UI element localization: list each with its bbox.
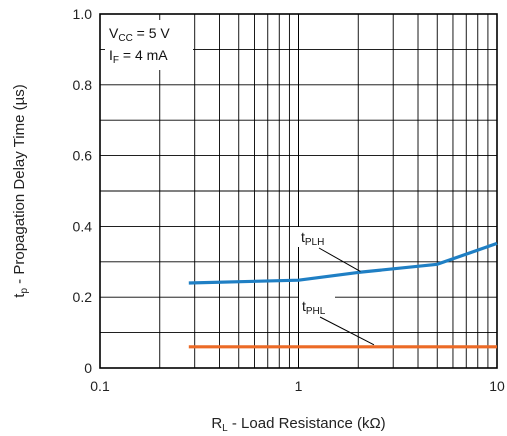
- y-axis-title: tp - Propagation Delay Time (µs): [11, 84, 30, 297]
- y-tick-label: 0.2: [73, 289, 93, 305]
- series-label-tplh: tPLH: [298, 227, 361, 272]
- condition-vcc-value: = 5 V: [133, 25, 171, 41]
- series-label-tphl: tPHL: [299, 296, 375, 346]
- x-tick-label: 10: [489, 378, 505, 394]
- series-line-plh: [188, 241, 498, 285]
- series-label-tplh-background: [298, 227, 334, 247]
- x-axis-title-symbol: R: [211, 415, 222, 432]
- x-tick-label: 0.1: [90, 378, 110, 394]
- y-tick-label: 1.0: [73, 6, 93, 22]
- x-axis-title-rest: - Load Resistance (kΩ): [228, 415, 386, 432]
- series-label-tphl-subscript: PHL: [306, 306, 326, 317]
- y-tick-label: 0.8: [73, 77, 93, 93]
- series-label-tphl-symbol: t: [302, 298, 306, 314]
- y-tick-label: 0: [84, 360, 92, 376]
- x-axis-title-subscript: L: [222, 423, 228, 434]
- series-label-tphl-leader: [319, 316, 375, 346]
- series-label-tplh-subscript: PLH: [305, 237, 324, 248]
- series-layer: [188, 241, 498, 349]
- x-axis-title: RL - Load Resistance (kΩ): [211, 415, 385, 434]
- condition-vcc-symbol: V: [109, 25, 119, 41]
- y-axis-title-rest: - Propagation Delay Time (µs): [11, 84, 28, 288]
- condition-if-subscript: F: [113, 55, 119, 66]
- series-label-tplh-symbol: t: [301, 229, 305, 245]
- series-label-tphl-background: [299, 296, 335, 316]
- condition-if-symbol: I: [109, 47, 113, 63]
- series-label-tplh-text: tPLH: [301, 229, 324, 248]
- condition-vcc-subscript: CC: [118, 33, 132, 44]
- x-tick-labels: 0.1 1 10: [90, 378, 505, 394]
- y-tick-label: 0.4: [73, 218, 93, 234]
- y-tick-label: 0.6: [73, 148, 93, 164]
- conditions-legend: VCC = 5 V IF = 4 mA: [105, 20, 193, 70]
- conditions-legend-background: [105, 20, 193, 70]
- condition-if-value: = 4 mA: [119, 47, 168, 63]
- y-axis-title-subscript: p: [19, 288, 30, 294]
- series-label-tphl-text: tPHL: [302, 298, 326, 317]
- y-tick-labels: 0 0.2 0.4 0.6 0.8 1.0: [73, 6, 93, 376]
- condition-if: IF = 4 mA: [109, 47, 168, 66]
- x-tick-label: 1: [295, 378, 303, 394]
- y-axis-title-symbol: t: [11, 293, 28, 298]
- plot-frame: [99, 13, 498, 369]
- series-label-tplh-leader: [318, 247, 361, 272]
- condition-vcc: VCC = 5 V: [109, 25, 170, 44]
- grid: [99, 14, 498, 368]
